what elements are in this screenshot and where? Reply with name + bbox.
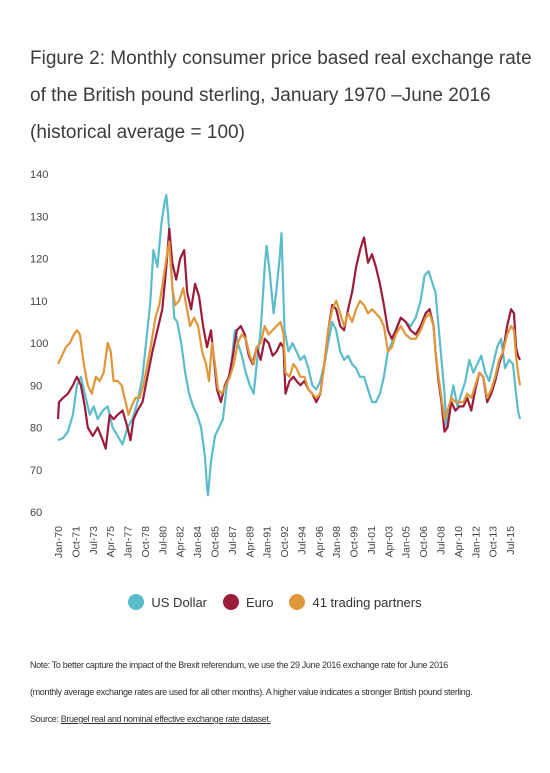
x-tick-label: Jul-73 [88, 526, 100, 555]
x-tick-label: Jul-01 [366, 526, 378, 555]
y-tick-label: 140 [30, 169, 48, 181]
x-tick-label: Jan-91 [262, 526, 274, 558]
legend-swatch-us-dollar [128, 594, 145, 610]
x-tick-label: Apr-75 [105, 526, 117, 558]
x-tick-label: Jan-98 [331, 526, 343, 558]
x-tick-label: Jul-87 [227, 526, 239, 555]
chart-title-line-1: Figure 2: Monthly consumer price based r… [30, 48, 532, 69]
x-tick-label: Jul-15 [505, 526, 517, 555]
x-tick-label: Oct-06 [418, 526, 430, 558]
source-link[interactable]: Bruegel real and nominal effective excha… [60, 714, 271, 724]
x-tick-label: Apr-82 [175, 526, 187, 558]
x-tick-label: Jul-80 [157, 526, 169, 555]
legend: US Dollar Euro 41 trading partners [0, 594, 550, 610]
x-tick-label: Apr-89 [244, 526, 256, 558]
y-tick-label: 110 [30, 296, 48, 308]
x-tick-label: Oct-13 [488, 526, 500, 558]
x-axis: Jan-70 Oct-71 Jul-73 Apr-75 Jan-77 Oct-78 Jul-… [53, 526, 517, 558]
y-tick-label: 90 [30, 380, 42, 392]
x-tick-label: Jan-12 [470, 526, 482, 558]
source-prefix: Source: [30, 714, 61, 724]
line-chart: 60 70 80 90 100 110 120 130 140 Jan-70 Oct-71 Jul-… [30, 169, 522, 558]
source-line: Source: Bruegel real and nominal effecti… [30, 706, 530, 733]
legend-item-trading-partners: 41 trading partners [289, 594, 422, 610]
x-tick-label: Oct-78 [140, 526, 152, 558]
x-tick-label: Oct-92 [279, 526, 291, 558]
x-tick-label: Jul-08 [436, 526, 448, 555]
y-tick-label: 120 [30, 254, 48, 266]
y-tick-label: 60 [30, 507, 42, 519]
y-tick-label: 130 [30, 211, 48, 223]
x-tick-label: Jan-84 [192, 526, 204, 558]
y-axis: 60 70 80 90 100 110 120 130 140 [30, 169, 48, 519]
legend-label-trading-partners: 41 trading partners [312, 594, 422, 610]
x-tick-label: Oct-85 [209, 526, 221, 558]
legend-swatch-trading-partners [289, 594, 306, 610]
y-tick-label: 80 [30, 423, 42, 435]
legend-item-us-dollar: US Dollar [128, 594, 207, 610]
plot-area [56, 193, 522, 497]
legend-swatch-euro [223, 594, 240, 610]
chart-title-line-3: (historical average = 100) [30, 122, 245, 143]
x-tick-label: Oct-71 [70, 526, 82, 558]
x-tick-label: Jul-94 [296, 526, 308, 555]
y-tick-label: 70 [30, 465, 42, 477]
legend-label-us-dollar: US Dollar [151, 594, 208, 610]
legend-label-euro: Euro [246, 594, 274, 610]
y-tick-label: 100 [30, 338, 48, 350]
x-tick-label: Apr-10 [453, 526, 465, 558]
x-tick-label: Jan-77 [123, 526, 135, 558]
x-tick-label: Oct-99 [349, 526, 361, 558]
x-tick-label: Jan-70 [53, 526, 65, 558]
chart-notes: Note: To better capture the impact of th… [30, 652, 530, 733]
x-tick-label: Apr-96 [314, 526, 326, 558]
series-line-us-dollar [57, 193, 522, 497]
legend-item-euro: Euro [223, 594, 273, 610]
x-tick-label: Jan-05 [401, 526, 413, 558]
series-line-41-trading-partners [57, 240, 522, 421]
note-line-1: Note: To better capture the impact of th… [30, 660, 448, 670]
series-line-euro [56, 227, 521, 450]
note-line-2: (monthly average exchange rates are used… [30, 687, 473, 697]
chart-title: Figure 2: Monthly consumer price based r… [30, 40, 532, 151]
x-tick-label: Apr-03 [383, 526, 395, 558]
chart-title-line-2: of the British pound sterling, January 1… [30, 85, 491, 106]
